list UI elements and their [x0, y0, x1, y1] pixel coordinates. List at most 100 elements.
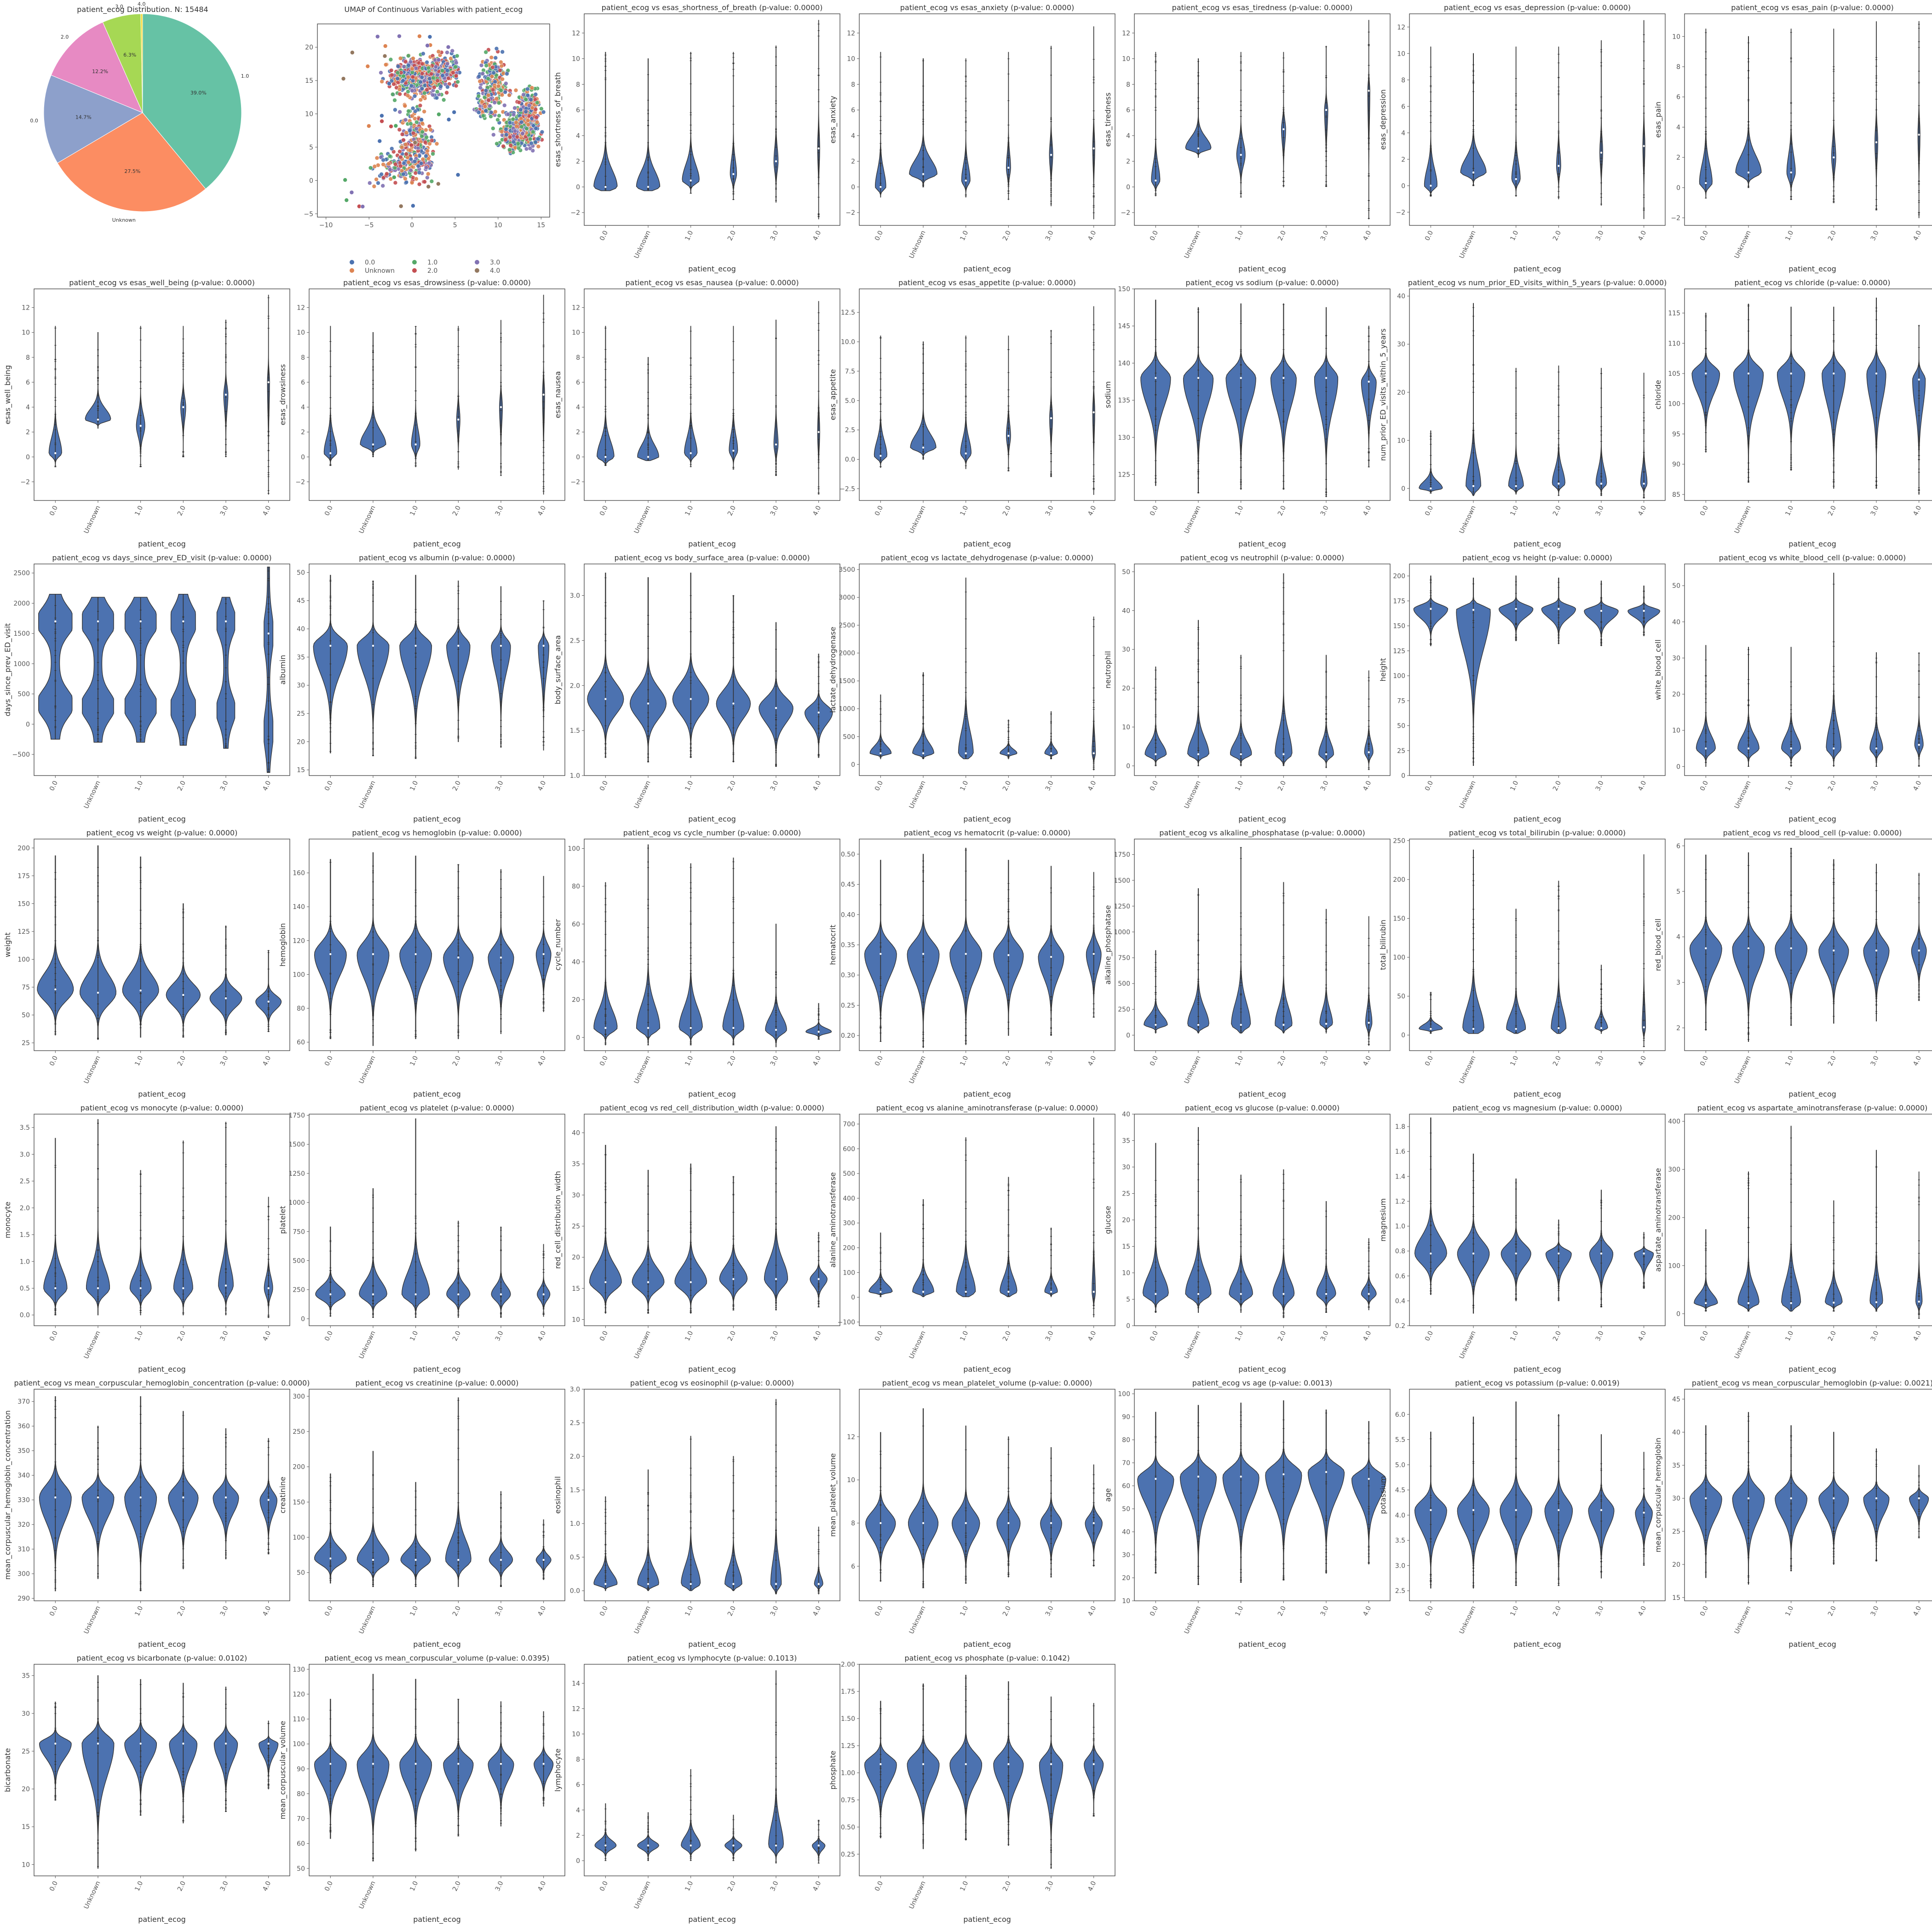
x-tick-label: 4.0	[261, 505, 272, 517]
umap-point	[410, 114, 414, 118]
violin-chart: patient_ecog vs neutrophil (p-value: 0.0…	[1104, 553, 1391, 824]
umap-point	[409, 83, 414, 88]
x-tick-label: 4.0	[536, 505, 547, 517]
umap-point	[350, 50, 355, 55]
y-tick-label: 8	[1401, 77, 1405, 84]
umap-point	[511, 139, 516, 144]
x-tick-label: 4.0	[811, 230, 822, 242]
umap-point	[408, 59, 413, 64]
umap-point	[341, 76, 346, 81]
x-axis-label: patient_ecog	[138, 815, 186, 824]
y-tick-label: 1.5	[570, 727, 580, 735]
violin-median	[457, 418, 460, 421]
umap-point	[503, 90, 508, 95]
umap-point	[383, 62, 388, 67]
violin-median	[1430, 184, 1432, 187]
umap-point	[444, 72, 449, 77]
x-tick-label: 2.0	[1552, 230, 1563, 242]
x-tick-label: Unknown	[633, 230, 652, 260]
y-tick-label: 110	[1668, 340, 1680, 347]
violin-median	[1472, 171, 1475, 174]
x-tick-label: 4.0	[1087, 505, 1098, 517]
umap-point	[477, 79, 483, 84]
umap-point	[438, 84, 443, 89]
violin-chart: patient_ecog vs esas_well_being (p-value…	[3, 278, 290, 549]
umap-point	[427, 34, 432, 39]
violin-median	[1325, 377, 1328, 379]
umap-point	[499, 63, 504, 69]
y-tick-label: 2000	[13, 600, 30, 607]
umap-point	[504, 132, 509, 137]
axes-frame	[584, 564, 840, 776]
y-tick-label: 2.5	[570, 637, 580, 644]
umap-point	[397, 127, 402, 132]
x-tick-label: 15	[537, 222, 545, 229]
x-tick-label: 3.0	[1044, 780, 1055, 792]
umap-point	[420, 75, 425, 80]
umap-point	[529, 97, 533, 102]
x-tick-label: 4.0	[1637, 505, 1648, 517]
violin-chart: patient_ecog vs esas_appetite (p-value: …	[828, 278, 1116, 549]
violin-median	[1747, 372, 1750, 375]
umap-point	[523, 109, 528, 114]
y-tick-label: 0	[1126, 763, 1130, 770]
x-tick-label: 3.0	[1319, 230, 1330, 242]
legend-label: 0.0	[365, 259, 375, 266]
violin-chart: patient_ecog vs num_prior_ED_visits_with…	[1379, 278, 1667, 549]
axes-frame	[1409, 564, 1666, 776]
chart-title: patient_ecog vs esas_shortness_of_breath…	[602, 3, 823, 12]
umap-point	[406, 53, 411, 58]
umap-point	[420, 86, 425, 91]
y-tick-label: 5	[309, 144, 313, 151]
umap-point	[401, 74, 406, 79]
violin-median	[139, 620, 142, 623]
violin-chart: patient_ecog vs height (p-value: 0.0000)…	[1379, 553, 1666, 824]
x-axis-label: patient_ecog	[1238, 264, 1286, 274]
x-tick-label: 2.0	[451, 780, 462, 792]
x-tick-label: 0.0	[598, 505, 610, 517]
x-tick-label: 4.0	[536, 780, 547, 792]
umap-point	[375, 34, 380, 39]
umap-point	[435, 89, 440, 94]
y-axis-label: esas_nausea	[553, 371, 563, 418]
violin-chart: patient_ecog vs esas_anxiety (p-value: 0…	[828, 3, 1116, 274]
y-tick-label: 25	[1397, 748, 1405, 755]
violin-median	[690, 452, 692, 454]
umap-point	[417, 182, 422, 187]
y-tick-label: 175	[1393, 598, 1405, 605]
umap-point	[489, 110, 494, 115]
umap-point	[412, 94, 417, 98]
x-tick-label: 3.0	[1319, 505, 1330, 517]
umap-point	[420, 61, 425, 66]
umap-point	[516, 141, 521, 146]
umap-point	[494, 46, 499, 51]
umap-point	[401, 78, 405, 83]
umap-point	[417, 34, 422, 39]
umap-point	[493, 80, 497, 84]
umap-point	[515, 134, 520, 139]
x-tick-label: 1.0	[684, 505, 695, 517]
y-tick-label: 5.0	[845, 397, 855, 405]
x-tick-label: 3.0	[219, 505, 230, 517]
umap-point	[499, 88, 504, 93]
y-tick-label: 0	[1676, 184, 1680, 192]
violin-median	[1515, 485, 1517, 487]
umap-point	[389, 124, 393, 129]
violin-median	[732, 173, 735, 175]
umap-point	[393, 162, 398, 167]
x-tick-label: Unknown	[83, 505, 102, 535]
umap-point	[424, 165, 429, 170]
umap-point	[524, 126, 529, 131]
y-axis-label: esas_well_being	[3, 365, 12, 425]
umap-point	[441, 98, 446, 102]
x-tick-label: 0.0	[598, 230, 610, 242]
umap-point	[517, 100, 522, 105]
y-tick-label: 0	[1401, 772, 1405, 780]
y-axis-label: albumin	[278, 655, 287, 685]
umap-point	[379, 172, 384, 177]
umap-point	[494, 141, 499, 146]
violin-median	[139, 425, 142, 427]
x-tick-label: 1.0	[1234, 230, 1245, 242]
y-tick-label: 40	[1397, 293, 1405, 300]
